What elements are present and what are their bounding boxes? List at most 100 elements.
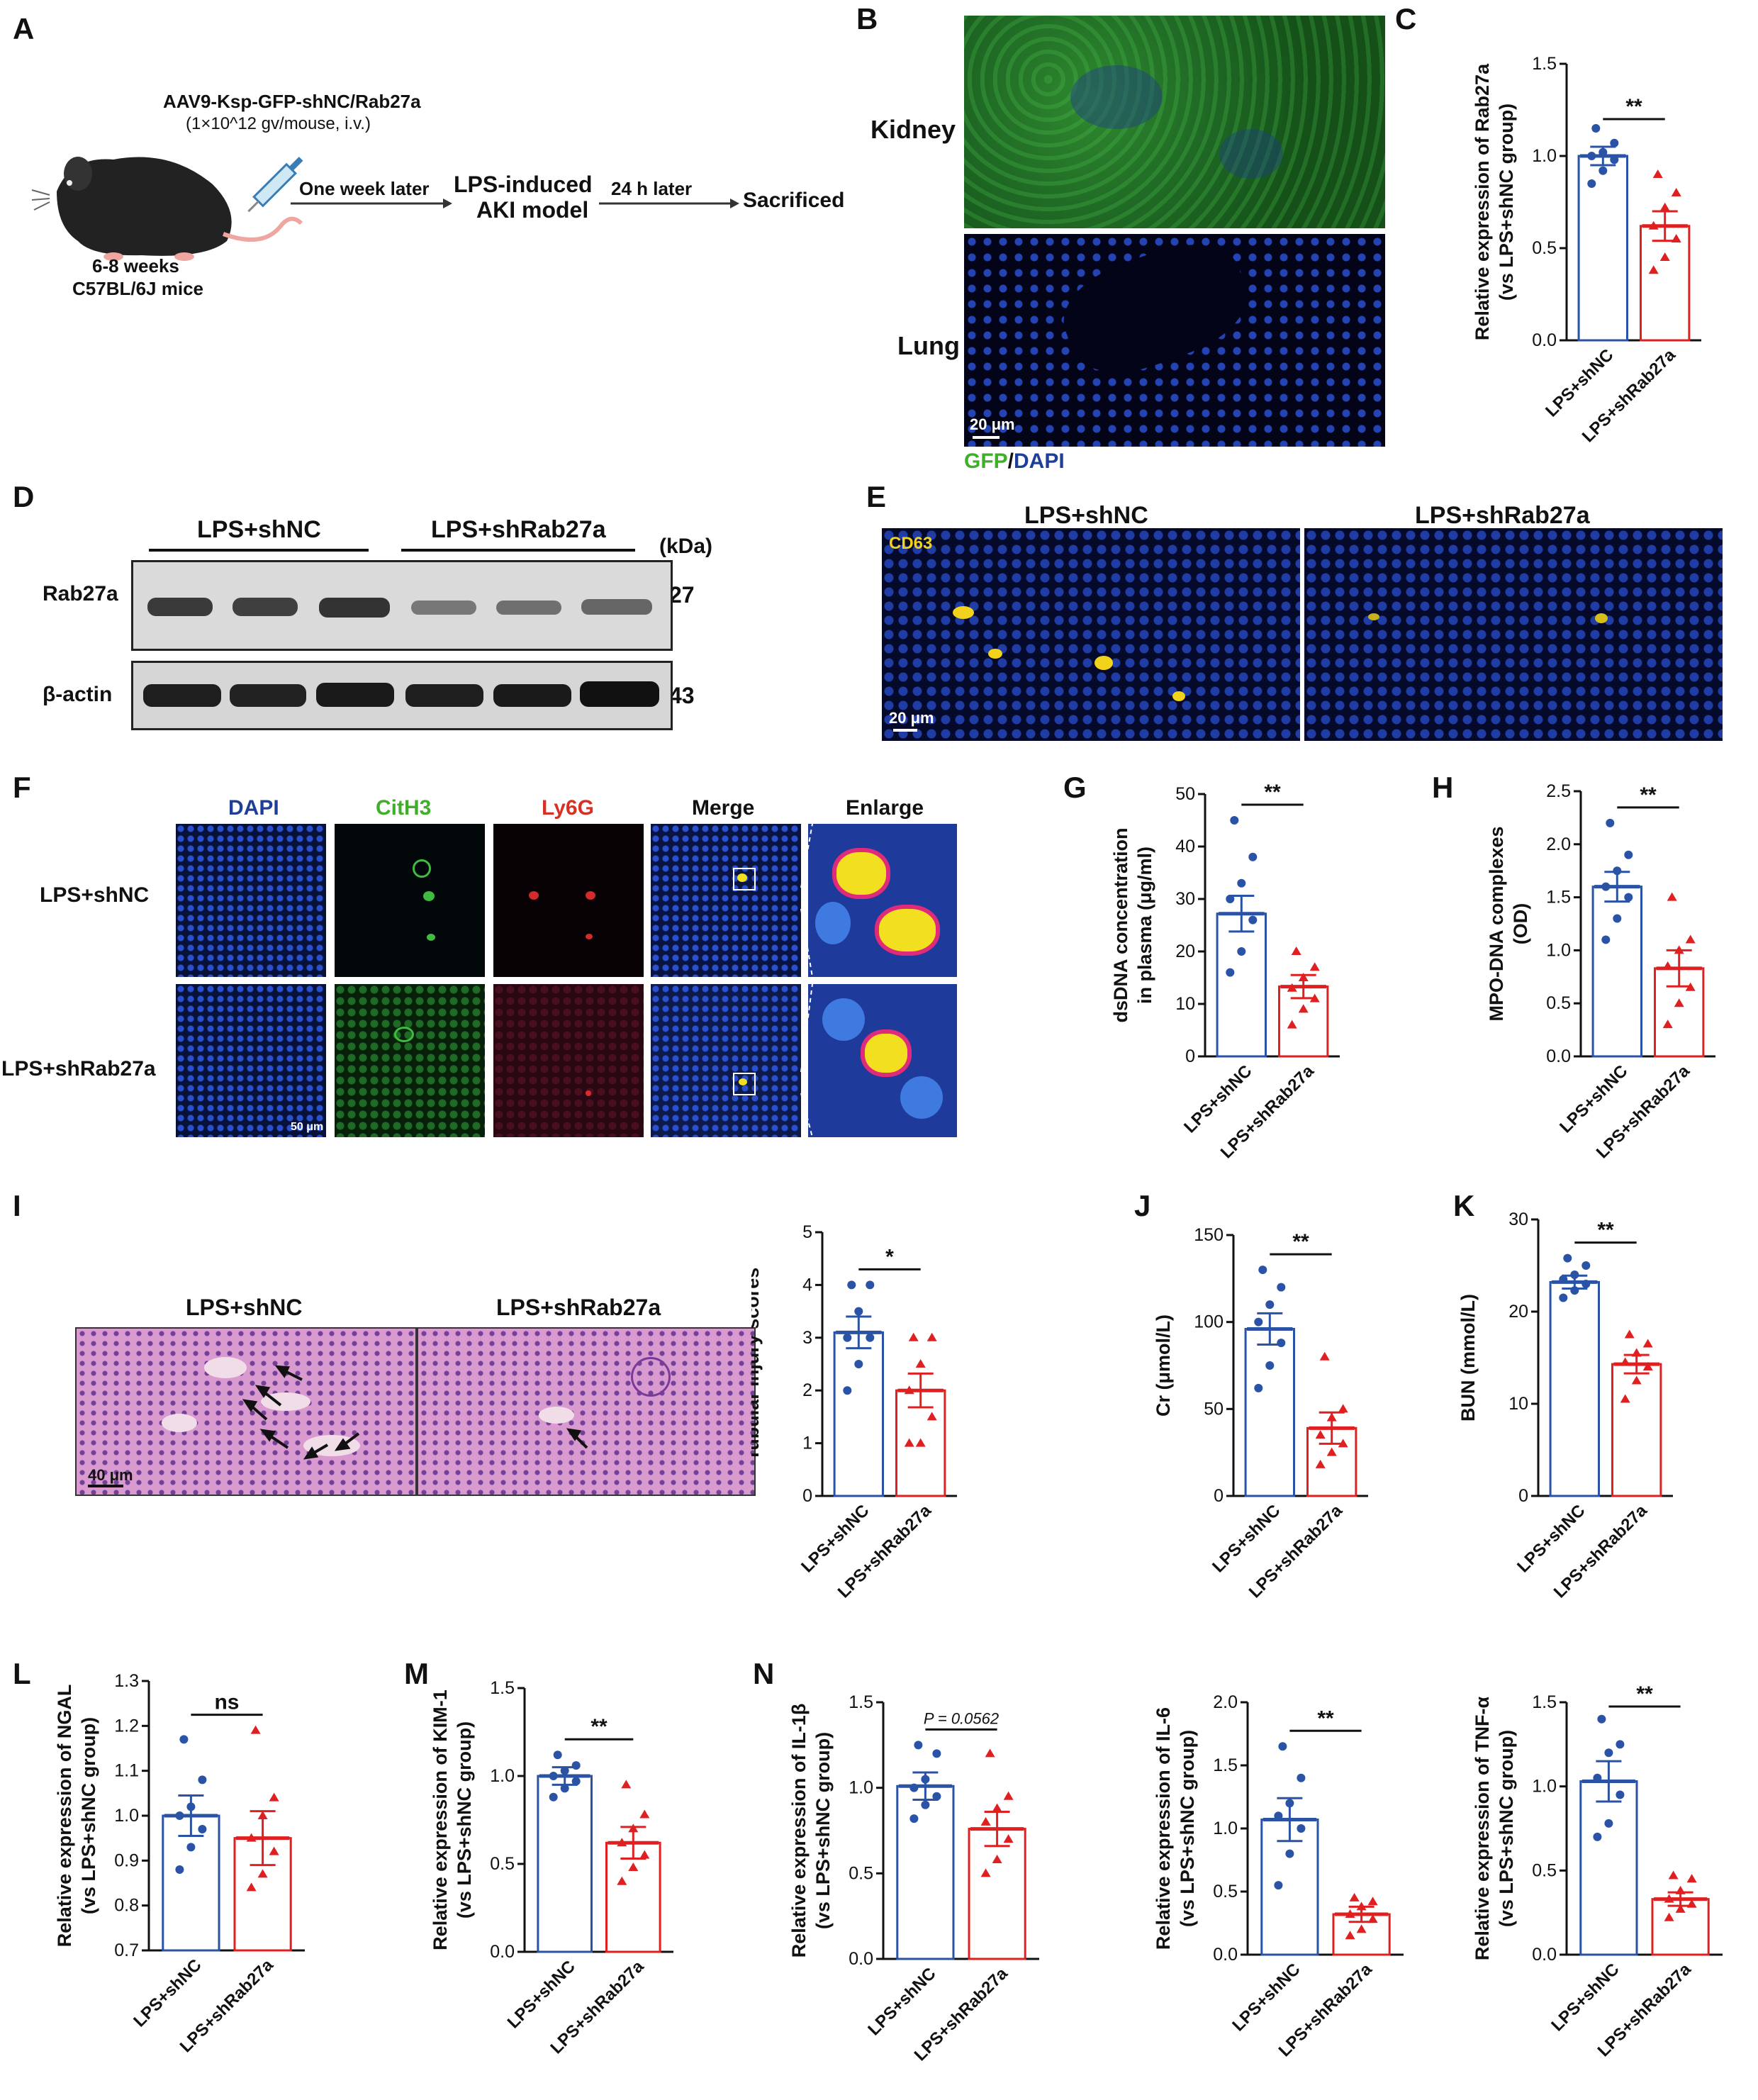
f-cith3-shnc [335, 824, 485, 977]
chart-n-il6: 0.0 0.5 1.0 1.5 2.0 Relative expression of IL… [1153, 1692, 1404, 2060]
f-dapi-shnc [176, 824, 326, 977]
y-tick-label: 0 [1214, 1486, 1224, 1506]
y-tick-label: 1.5 [490, 1678, 515, 1698]
data-point [628, 1823, 639, 1833]
data-point [639, 1809, 650, 1819]
data-point [1606, 818, 1615, 827]
y-axis-label: in plasma (μg/ml) [1134, 847, 1155, 1004]
y-tick-label: 1.5 [1532, 54, 1557, 74]
data-point [1315, 1459, 1326, 1468]
y-axis-label: BUN (mmol/L) [1457, 1294, 1479, 1422]
bar [833, 1331, 884, 1497]
legend-dapi: DAPI [1014, 449, 1065, 473]
significance-label: ** [590, 1715, 608, 1738]
panel-label-i: I [13, 1189, 21, 1222]
data-point [1559, 1275, 1568, 1284]
data-point [549, 1792, 558, 1802]
y-tick-label: 10 [1175, 994, 1195, 1014]
data-point [1604, 1819, 1613, 1828]
significance-label: ** [1636, 1682, 1653, 1706]
y-tick-label: 1 [802, 1434, 812, 1453]
data-point [1642, 1339, 1653, 1348]
x-tick-label: LPS+shNC [864, 1964, 939, 2039]
y-axis-label: Relative expression of TNF-α [1472, 1697, 1493, 1961]
group1-underline [149, 549, 369, 552]
kidney-gfp-image [964, 16, 1385, 228]
chart-c: 0.0 0.5 1.0 1.5 Relative expression of Rab27… [1472, 54, 1701, 446]
significance-label: ** [1317, 1707, 1334, 1730]
data-point [1297, 1824, 1306, 1833]
panel-label-k: K [1453, 1189, 1475, 1222]
arrow-icons [242, 1365, 360, 1460]
data-point [1620, 1357, 1630, 1366]
panel-d-row1-label: Rab27a [43, 582, 118, 605]
data-point [1671, 234, 1681, 242]
y-axis-label: (vs LPS+shNC group) [454, 1721, 475, 1919]
schematic-end: Sacrificed [743, 189, 845, 212]
y-tick-label: 20 [1175, 942, 1195, 961]
he-shnc-image [75, 1327, 417, 1496]
data-point [553, 1750, 562, 1760]
data-point [628, 1862, 639, 1871]
data-point [985, 1748, 995, 1758]
x-tick-label: LPS+shNC [1228, 1960, 1304, 2035]
data-point [1642, 1362, 1653, 1370]
y-axis-label: (vs LPS+shNC group) [1496, 1730, 1517, 1927]
data-point [560, 1766, 569, 1775]
y-tick-label: 30 [1175, 889, 1195, 909]
panel-label-b: B [856, 2, 878, 35]
data-point [1601, 882, 1611, 891]
bar [896, 1785, 955, 1960]
data-point [1248, 852, 1258, 861]
data-point [1587, 179, 1596, 188]
data-point [932, 1749, 941, 1758]
data-point [1274, 1811, 1283, 1821]
y-tick-label: 1.2 [114, 1716, 139, 1736]
data-point [175, 1865, 184, 1874]
panel-f-row2: LPS+shRab27a [1, 1057, 156, 1080]
data-point [1367, 1914, 1378, 1923]
significance-label: P = 0.0562 [924, 1709, 999, 1727]
panel-f-scale: 50 μm [291, 1121, 324, 1133]
data-point [1338, 1404, 1348, 1413]
panel-d-group2: LPS+shRab27a [431, 516, 606, 543]
bar [537, 1775, 593, 1953]
scale-bar [893, 729, 917, 732]
data-point [1659, 252, 1670, 261]
panel-f-col-merge: Merge [692, 796, 755, 820]
significance-label: ns [214, 1691, 239, 1714]
data-point [246, 1882, 257, 1892]
panel-e-group1: LPS+shNC [1024, 502, 1148, 529]
panel-d-unit: (kDa) [659, 535, 713, 558]
data-point [1237, 947, 1246, 956]
data-point [1297, 1773, 1306, 1782]
schematic-mouse-line2: C57BL/6J mice [72, 278, 203, 299]
data-point [1298, 1004, 1309, 1013]
y-tick-label: 1.1 [114, 1761, 139, 1781]
y-tick-label: 0.0 [849, 1949, 873, 1969]
data-point [250, 1725, 261, 1734]
y-tick-label: 0.5 [1532, 1860, 1557, 1880]
panel-label-a: A [13, 12, 35, 45]
lung-gfp-image [964, 234, 1385, 447]
data-point [909, 1814, 919, 1823]
data-point [914, 1741, 923, 1750]
panel-i-group1: LPS+shNC [186, 1295, 303, 1320]
bar [1579, 1780, 1638, 1956]
data-point [1610, 138, 1619, 147]
data-point [1613, 866, 1622, 876]
data-point [1581, 1280, 1591, 1288]
y-tick-label: 0.0 [1213, 1945, 1238, 1965]
data-point [1570, 1270, 1579, 1279]
panel-label-n: N [753, 1657, 775, 1690]
data-point [1674, 945, 1684, 954]
data-point [179, 1735, 189, 1744]
y-tick-label: 0.0 [1546, 1046, 1571, 1066]
data-point [1686, 1874, 1697, 1883]
data-point [1326, 1447, 1337, 1456]
data-point [1570, 1286, 1579, 1295]
significance-label: ** [1292, 1230, 1309, 1253]
